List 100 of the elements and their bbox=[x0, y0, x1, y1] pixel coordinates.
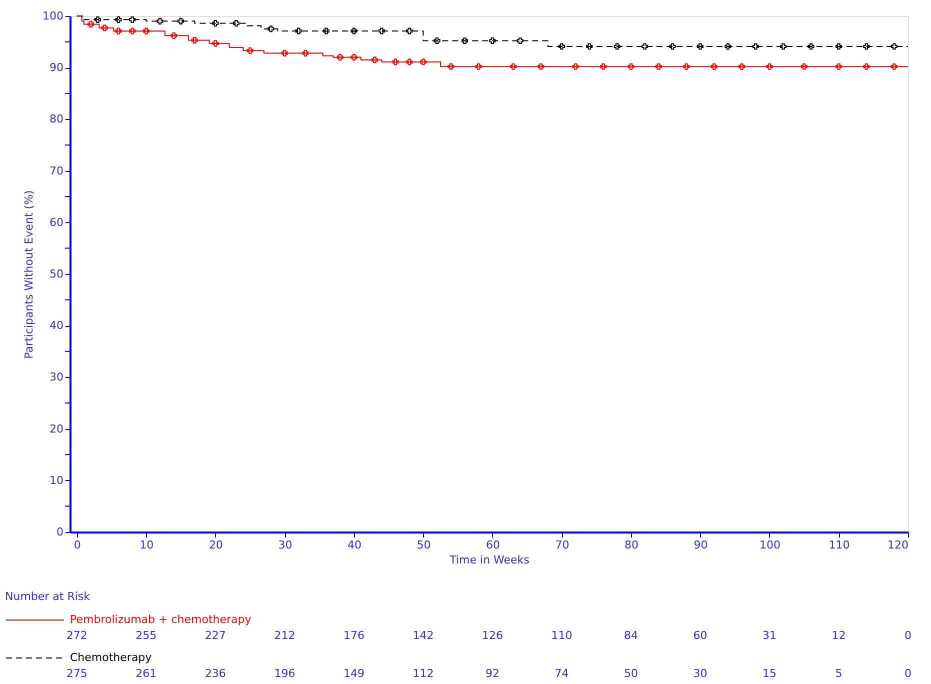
text: 272 bbox=[66, 629, 88, 642]
point bbox=[101, 24, 108, 32]
point bbox=[392, 58, 399, 66]
point bbox=[268, 26, 274, 32]
y-tick-label: 100 bbox=[42, 10, 64, 22]
y-tick-label: 40 bbox=[50, 319, 64, 332]
text: Number at Risk bbox=[5, 590, 91, 603]
text: 0 bbox=[904, 629, 912, 642]
text: 92 bbox=[485, 667, 500, 680]
x-axis-title: Time in Weeks bbox=[448, 554, 530, 566]
point bbox=[890, 63, 898, 70]
x-tick-label: 110 bbox=[828, 538, 850, 552]
x-tick-label: 40 bbox=[347, 538, 362, 552]
point bbox=[836, 43, 842, 50]
point bbox=[378, 28, 385, 34]
y-tick-label: 10 bbox=[50, 474, 64, 487]
point bbox=[406, 58, 413, 66]
point bbox=[323, 28, 330, 34]
point bbox=[738, 63, 746, 70]
point bbox=[129, 16, 136, 23]
point bbox=[836, 63, 842, 70]
text: 261 bbox=[136, 667, 157, 680]
y-tick-label: 60 bbox=[50, 216, 64, 229]
point bbox=[115, 16, 122, 23]
point bbox=[406, 28, 413, 34]
text: 275 bbox=[66, 667, 88, 680]
point bbox=[724, 43, 732, 50]
point bbox=[212, 40, 219, 47]
text: 227 bbox=[204, 629, 226, 642]
point bbox=[586, 43, 593, 50]
text: Chemotherapy bbox=[70, 651, 152, 664]
text: 196 bbox=[274, 667, 296, 680]
text: 212 bbox=[274, 629, 296, 642]
point bbox=[434, 38, 440, 44]
x-tick-label: 70 bbox=[555, 538, 570, 552]
text: 0 bbox=[904, 667, 912, 680]
y-tick-label: 30 bbox=[50, 370, 64, 384]
point bbox=[489, 38, 496, 44]
point bbox=[302, 50, 309, 56]
point bbox=[281, 50, 288, 56]
x-tick-label: 120 bbox=[888, 538, 908, 552]
text: 142 bbox=[412, 629, 434, 642]
y-tick-label: 50 bbox=[50, 268, 64, 280]
x-tick-label: 10 bbox=[140, 538, 154, 552]
point bbox=[800, 63, 808, 70]
y-tick-label: 80 bbox=[50, 112, 64, 126]
point bbox=[510, 63, 516, 70]
text: 31 bbox=[762, 629, 776, 642]
point bbox=[669, 43, 676, 50]
text: 12 bbox=[832, 629, 846, 642]
point bbox=[766, 63, 773, 70]
point bbox=[752, 43, 759, 50]
point bbox=[710, 63, 718, 70]
text: 126 bbox=[482, 629, 503, 642]
point bbox=[170, 32, 178, 39]
point bbox=[696, 43, 704, 50]
text: 255 bbox=[136, 629, 157, 642]
point bbox=[232, 20, 240, 26]
point bbox=[350, 54, 358, 61]
y-tick-label: 70 bbox=[50, 164, 64, 178]
point bbox=[614, 43, 620, 50]
point bbox=[115, 28, 122, 34]
point bbox=[655, 63, 662, 70]
x-tick-label: 60 bbox=[486, 538, 500, 552]
point bbox=[191, 37, 198, 44]
x-tick-label: 0 bbox=[74, 538, 81, 552]
point bbox=[142, 28, 150, 34]
point bbox=[156, 18, 164, 24]
point bbox=[538, 63, 544, 70]
y-tick-label: 0 bbox=[56, 526, 64, 538]
point bbox=[295, 28, 302, 34]
text: 110 bbox=[551, 629, 572, 642]
point bbox=[350, 28, 358, 34]
point bbox=[448, 63, 454, 70]
point bbox=[94, 16, 101, 23]
point bbox=[246, 47, 254, 54]
point bbox=[863, 43, 870, 50]
point bbox=[336, 54, 344, 61]
text: 236 bbox=[204, 667, 226, 680]
point bbox=[558, 43, 565, 50]
text: 30 bbox=[693, 667, 708, 680]
text: 50 bbox=[624, 667, 638, 680]
x-tick-label: 80 bbox=[624, 538, 638, 552]
point bbox=[808, 43, 814, 50]
x-tick-label: 90 bbox=[694, 538, 708, 552]
x-tick-label: 50 bbox=[416, 538, 431, 552]
text: 176 bbox=[343, 629, 364, 642]
text: Pembrolizumab + chemotherapy bbox=[70, 613, 252, 626]
point bbox=[462, 38, 468, 44]
point bbox=[642, 43, 648, 50]
point bbox=[212, 20, 219, 26]
point bbox=[129, 28, 136, 34]
text: 74 bbox=[554, 667, 569, 680]
point bbox=[178, 18, 184, 24]
point bbox=[683, 63, 690, 70]
point bbox=[863, 63, 870, 70]
point bbox=[475, 63, 482, 70]
y-axis-title: Participants Without Event (%) bbox=[22, 190, 36, 359]
x-tick-label: 30 bbox=[278, 538, 292, 552]
text: 149 bbox=[343, 667, 364, 680]
